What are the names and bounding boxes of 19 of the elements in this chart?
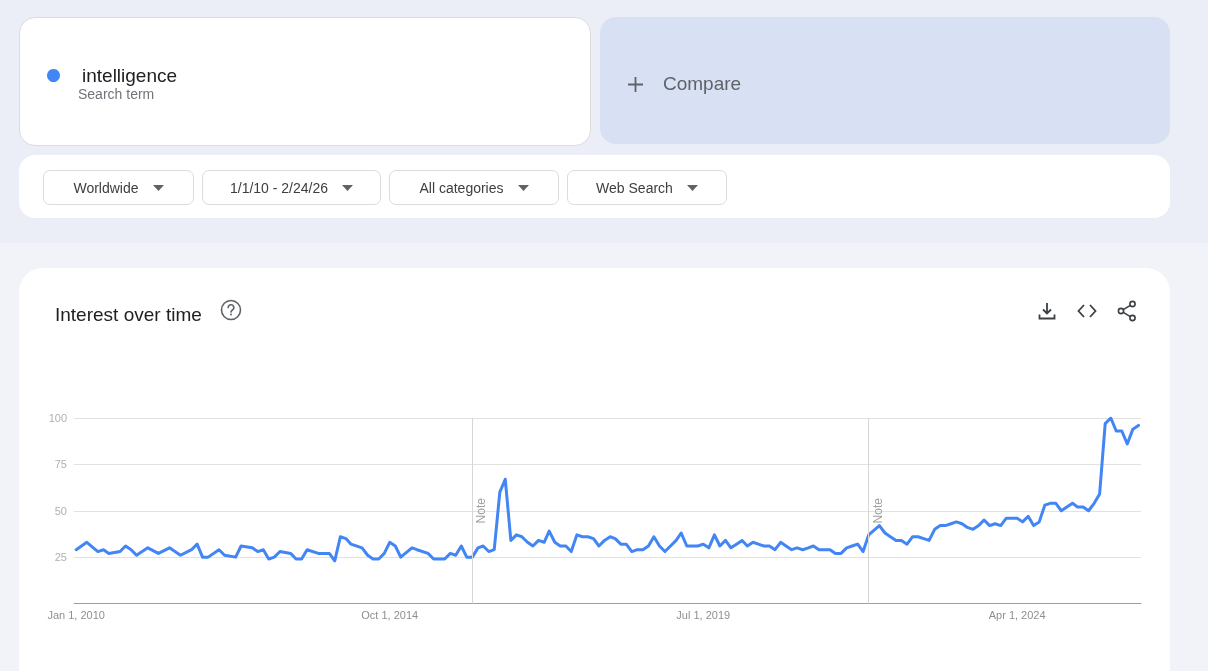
dropdown-field: Worldwide xyxy=(43,170,194,205)
y-tick-label: 25 xyxy=(54,551,67,564)
chart-title: Interest over time xyxy=(55,304,202,325)
ref-line-label: Note xyxy=(870,497,885,524)
legend-label: intelligence xyxy=(82,65,178,86)
dropdown-field: All categories xyxy=(389,170,559,205)
line-series xyxy=(74,416,1140,563)
ref-line-label: Note xyxy=(474,497,489,524)
x-tick-label: Jul 1, 2019 xyxy=(676,609,731,621)
dropdown-field: 1/1/10 - 2/24/26 xyxy=(202,170,381,205)
text: Compare xyxy=(663,73,742,95)
dropdown-field: Web Search xyxy=(567,170,727,205)
text: Search term xyxy=(78,86,155,102)
y-tick-label: 75 xyxy=(54,458,67,471)
x-tick-label: Apr 1, 2024 xyxy=(988,609,1046,621)
y-tick-label: 100 xyxy=(48,412,67,424)
y-tick-label: 50 xyxy=(54,504,67,517)
x-tick-label: Oct 1, 2014 xyxy=(361,609,419,621)
x-tick-label: Jan 1, 2010 xyxy=(47,609,105,621)
